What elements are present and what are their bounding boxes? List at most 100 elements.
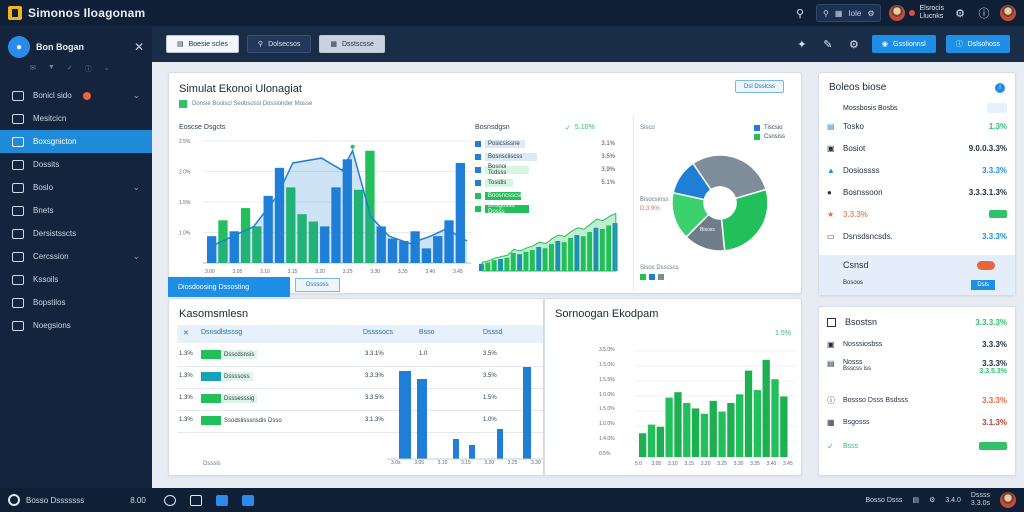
toolbar-tab-1[interactable]: ▤ Boesie scles [166, 35, 239, 53]
info-icon: ⓘ [955, 41, 963, 48]
right-panel-2-row[interactable]: ▣ Nosssiosbss 3.3.3% [827, 337, 1007, 351]
sidebar-item-8[interactable]: Cercssion ⌄ [0, 245, 152, 268]
sorn-bar [744, 370, 753, 457]
table-header-2: Dssssocs [363, 329, 393, 336]
toolbar-action-1[interactable]: ◉ Gsstionnsl [871, 35, 936, 53]
search-icon[interactable]: ⚲ [795, 7, 805, 20]
right-panel-row[interactable]: ▲ Dosiossss 3.3.3% [827, 163, 1007, 177]
table-row[interactable]: 1.3% Dssssoss 3.3.3% 3.5% [177, 367, 543, 389]
chevron-down-icon[interactable]: ⌄ [132, 182, 140, 192]
sidebar-item-7[interactable]: Dersistsscts [0, 222, 152, 245]
donut-legend-top: Tiscsio Csnsiss [754, 123, 785, 141]
right-panel-row[interactable]: ● Bosnssoon 3.3.3.1.3% [827, 185, 1007, 199]
right-panel-row[interactable]: ▭ Dsnsdsncsds. 3.3.3% [827, 229, 1007, 243]
chevron-down-icon[interactable]: ⌄ [132, 251, 140, 261]
chart2-legend-item: Bosnoi Tcdsss 3.9% [475, 163, 615, 176]
toolbar-tab-2[interactable]: ⚲ Dolsecsos [246, 35, 312, 53]
simulation-card-button[interactable]: Dsl Dsslcss [735, 80, 784, 93]
settings-icon[interactable]: ⚙ [848, 38, 859, 51]
close-icon[interactable]: ✕ [133, 40, 144, 54]
sorn-x-axis: 5.0 3.05 3.10 3.15 3.20 3.25 3.30 3.35 3.40 3.45 [635, 461, 795, 471]
window-icon[interactable] [189, 494, 202, 506]
chart1-bar [455, 162, 465, 263]
sorn-card: Sornoogan Ekodpam 1.5% 3.5.0% 1.5.0% 1.5.5… [544, 298, 802, 476]
table-row-value-1: 3.3.1% [365, 351, 384, 357]
info-icon[interactable]: i [995, 83, 1005, 93]
y-tick-label: 1.4.0% [599, 436, 615, 443]
sidebar-item-10[interactable]: Bopstilos [0, 291, 152, 314]
chevron-down-icon[interactable]: ⌄ [132, 90, 140, 100]
toolbar-tab-2-label: Dolsecsos [268, 40, 301, 48]
sidebar-item-5[interactable]: Boslo ⌄ [0, 176, 152, 199]
sidebar-item-9[interactable]: Kssoils [0, 268, 152, 291]
right-panel-row[interactable]: ★ 3.3.3% [827, 207, 1007, 221]
toolbar-tab-3[interactable]: ▦ Dsstscsse [319, 35, 385, 53]
share-icon[interactable] [215, 494, 228, 506]
settings-icon[interactable]: ⚙ [955, 7, 965, 20]
search-box[interactable]: ⚲ ▦ Iole ⚙ [815, 4, 882, 22]
right-panel-title: Boleos biose [829, 82, 887, 93]
profile-avatar[interactable] [1000, 492, 1016, 508]
filter-icon: ⚲ [257, 41, 264, 48]
chart1-bar [353, 189, 364, 263]
sidebar-item-3[interactable]: Boxsgnicton [0, 130, 152, 153]
sidebar-item-1[interactable]: Bonicl sido ⌄ [0, 84, 152, 107]
sorn-bar [709, 400, 717, 457]
shield-icon[interactable]: ▤ [912, 497, 920, 504]
table-row[interactable]: 1.3% Ssodslisssnsdis Dsso 3.1.3% 1.0% [177, 411, 543, 433]
bottom-right-stack: Dssss 3.3.0s [971, 492, 990, 508]
settings-icon[interactable]: ⚙ [929, 497, 936, 504]
info-icon[interactable]: ⓘ [84, 66, 92, 73]
toolbar-action-2[interactable]: ⓘ Dslsohoss [945, 35, 1010, 53]
right-panel-2-row[interactable]: ⓘ Bossso Dsss Bsdsss 3.3.3% [827, 393, 1007, 407]
chart1-bar [376, 226, 386, 263]
check-icon[interactable]: ✓ [66, 65, 73, 72]
chart2-bar [485, 262, 491, 271]
status-time: 8.00 [130, 495, 146, 505]
sidebar-item-label: Noegsions [33, 321, 71, 330]
y-tick-label: 2.5% [179, 139, 191, 145]
user-menu[interactable]: Elsrocis Llucnks [889, 5, 944, 21]
table-row[interactable]: 1.3% Dsscdsnsis 3.3.1% 1.0 3.5% [177, 345, 543, 367]
right-panel-row-label: Tosko [843, 121, 864, 131]
folder-icon[interactable] [241, 494, 254, 506]
right-panel-highlight-button[interactable]: Dsls [971, 280, 995, 290]
sidebar-item-2[interactable]: Mesitcicn [0, 107, 152, 130]
legend-swatch [649, 274, 655, 280]
edit-icon[interactable]: ✎ [823, 38, 833, 51]
right-panel-2-row[interactable]: ▤ Nosss Bsscss iss 3.3.3% 3.3.5.3% [827, 359, 1007, 385]
status-area: Bosso Dsssssss 8.00 [8, 494, 146, 506]
legend-swatch [754, 124, 760, 131]
toggle-icon[interactable] [977, 261, 995, 270]
help-icon[interactable]: ⓘ [978, 8, 990, 20]
donut-label: Sisco [640, 125, 655, 131]
right-panel-row-label: 3.3.3% [843, 209, 868, 219]
check-square-icon [179, 100, 187, 108]
section-tab-active[interactable]: Diosdoosing Dssosting [168, 277, 290, 297]
sidebar-item-4[interactable]: Dossits [0, 153, 152, 176]
x-tick-label: 3.30 [531, 460, 541, 466]
table-row[interactable]: 1.3% Dsssesssig 3.3.5% 1.5% [177, 389, 543, 411]
chart2-bar [523, 251, 529, 271]
section-tab-secondary[interactable]: Dsssoss [295, 278, 340, 292]
tools-icon[interactable]: ✦ [797, 38, 807, 51]
status-pill[interactable] [979, 442, 1007, 450]
chevron-down-icon[interactable]: ⌄ [103, 65, 110, 72]
settings-icon[interactable] [8, 494, 20, 506]
x-tick-label: 3.0s [391, 460, 401, 466]
table-footer: Dsssls [203, 461, 221, 467]
profile-avatar[interactable] [1000, 5, 1016, 21]
mail-icon[interactable]: ✉ [30, 65, 36, 72]
right-panel-row[interactable]: ▤ Tosko 1.3% [827, 119, 1007, 133]
filter-icon[interactable]: ▼ [47, 64, 55, 71]
right-panel-row[interactable]: ▣ Bosiot 9.0.0.3.3% [827, 141, 1007, 155]
right-panel-subtitle-pill[interactable] [987, 103, 1007, 113]
globe-icon[interactable] [163, 494, 176, 506]
sidebar-item-6[interactable]: Bnets [0, 199, 152, 222]
sidebar-item-11[interactable]: Noegsions [0, 314, 152, 337]
status-pill[interactable] [989, 210, 1007, 218]
sidebar-title: Bon Bogan [36, 42, 84, 52]
right-panel-2-row[interactable]: ✓ Bsss [827, 439, 1007, 453]
chart2-value: 5.10% [574, 124, 595, 131]
right-panel-2-row[interactable]: ▦ Bsgosss 3.1.3% [827, 415, 1007, 429]
